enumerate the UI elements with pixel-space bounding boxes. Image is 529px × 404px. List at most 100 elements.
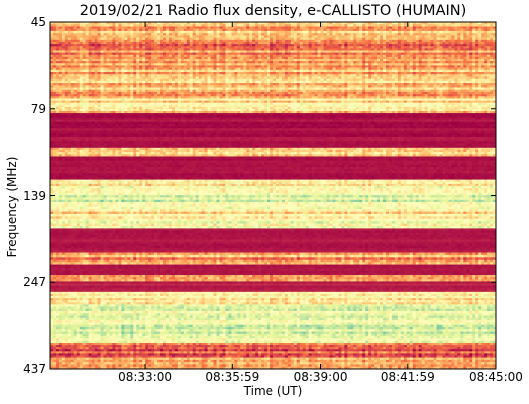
heatmap-cell (484, 28, 488, 32)
heatmap-cell (61, 28, 66, 32)
heatmap-cell (136, 39, 140, 43)
heatmap-cell (374, 80, 378, 84)
heatmap-cell (478, 28, 482, 32)
heatmap-cell (305, 89, 310, 93)
heatmap-cell (284, 69, 289, 73)
heatmap-cell (320, 91, 324, 95)
heatmap-cell (451, 33, 455, 36)
heatmap-cell (371, 26, 375, 30)
heatmap-cell (406, 85, 411, 88)
heatmap-cell (171, 85, 176, 88)
heatmap-cell (106, 80, 110, 84)
heatmap-cell (385, 35, 390, 38)
heatmap-cell (281, 24, 286, 27)
heatmap-cell (338, 54, 342, 58)
heatmap-cell (109, 54, 113, 58)
heatmap-cell (264, 63, 268, 66)
heatmap-cell (109, 24, 113, 27)
heatmap-cell (234, 59, 238, 62)
heatmap-cell (445, 65, 449, 68)
heatmap-cell (287, 87, 292, 91)
heatmap-cell (436, 35, 440, 38)
heatmap-cell (246, 37, 250, 41)
heatmap-cell (154, 48, 158, 51)
heatmap-cell (397, 30, 402, 34)
heatmap-cell (457, 48, 461, 51)
heatmap-cell (88, 87, 92, 91)
heatmap-cell (374, 28, 378, 32)
heatmap-cell (58, 50, 63, 53)
heatmap-cell (371, 33, 375, 36)
heatmap-cell (484, 37, 488, 41)
heatmap-cell (380, 63, 384, 66)
heatmap-cell (323, 67, 327, 71)
heatmap-cell (204, 56, 208, 60)
heatmap-cell (76, 26, 81, 30)
heatmap-cell (201, 48, 205, 51)
heatmap-cell (201, 24, 205, 27)
heatmap-cell (377, 72, 381, 75)
heatmap-cell (207, 33, 211, 36)
heatmap-cell (338, 56, 342, 60)
heatmap-cell (61, 37, 66, 41)
heatmap-cell (493, 46, 497, 49)
heatmap-cell (136, 26, 140, 30)
heatmap-cell (415, 69, 420, 73)
heatmap-cell (323, 87, 327, 91)
heatmap-cell (240, 63, 244, 66)
heatmap-cell (180, 89, 185, 93)
heatmap-cell (421, 52, 425, 56)
heatmap-cell (139, 85, 143, 88)
heatmap-cell (115, 80, 119, 84)
heatmap-cell (284, 65, 289, 68)
heatmap-cell (397, 67, 402, 71)
heatmap-cell (424, 26, 428, 30)
heatmap-cell (335, 72, 339, 75)
heatmap-cell (267, 35, 271, 38)
heatmap-cell (463, 85, 467, 88)
heatmap-cell (207, 26, 211, 30)
heatmap-cell (472, 37, 476, 41)
heatmap-cell (130, 24, 134, 27)
heatmap-cell (145, 50, 149, 53)
heatmap-cell (174, 67, 179, 71)
heatmap-cell (145, 85, 149, 88)
heatmap-cell (478, 41, 482, 45)
heatmap-cell (284, 24, 289, 27)
heatmap-cell (195, 78, 200, 82)
heatmap-cell (481, 65, 485, 68)
heatmap-cell (118, 78, 122, 82)
heatmap-cell (493, 74, 497, 77)
heatmap-cell (353, 74, 357, 77)
heatmap-cell (165, 72, 170, 75)
heatmap-cell (201, 91, 205, 95)
heatmap-cell (460, 78, 464, 82)
heatmap-cell (371, 22, 375, 25)
heatmap-cell (195, 35, 200, 38)
heatmap-cell (207, 72, 211, 75)
heatmap-cell (246, 69, 250, 73)
heatmap-cell (275, 37, 280, 41)
heatmap-cell (237, 52, 241, 56)
heatmap-cell (284, 44, 289, 47)
heatmap-cell (231, 26, 235, 30)
heatmap-cell (451, 80, 455, 84)
heatmap-cell (385, 52, 390, 56)
heatmap-cell (320, 26, 324, 30)
heatmap-cell (415, 41, 420, 45)
heatmap-cell (397, 63, 402, 66)
heatmap-cell (424, 63, 428, 66)
heatmap-cell (201, 37, 205, 41)
heatmap-cell (79, 63, 84, 66)
heatmap-cell (64, 85, 69, 88)
heatmap-cell (421, 61, 425, 64)
heatmap-cell (258, 46, 262, 49)
heatmap-cell (168, 76, 173, 79)
heatmap-cell (249, 91, 253, 95)
heatmap-cell (148, 85, 152, 88)
heatmap-cell (97, 48, 101, 51)
heatmap-cell (380, 61, 384, 64)
heatmap-cell (174, 85, 179, 88)
heatmap-cell (225, 74, 229, 77)
heatmap-cell (231, 39, 235, 43)
